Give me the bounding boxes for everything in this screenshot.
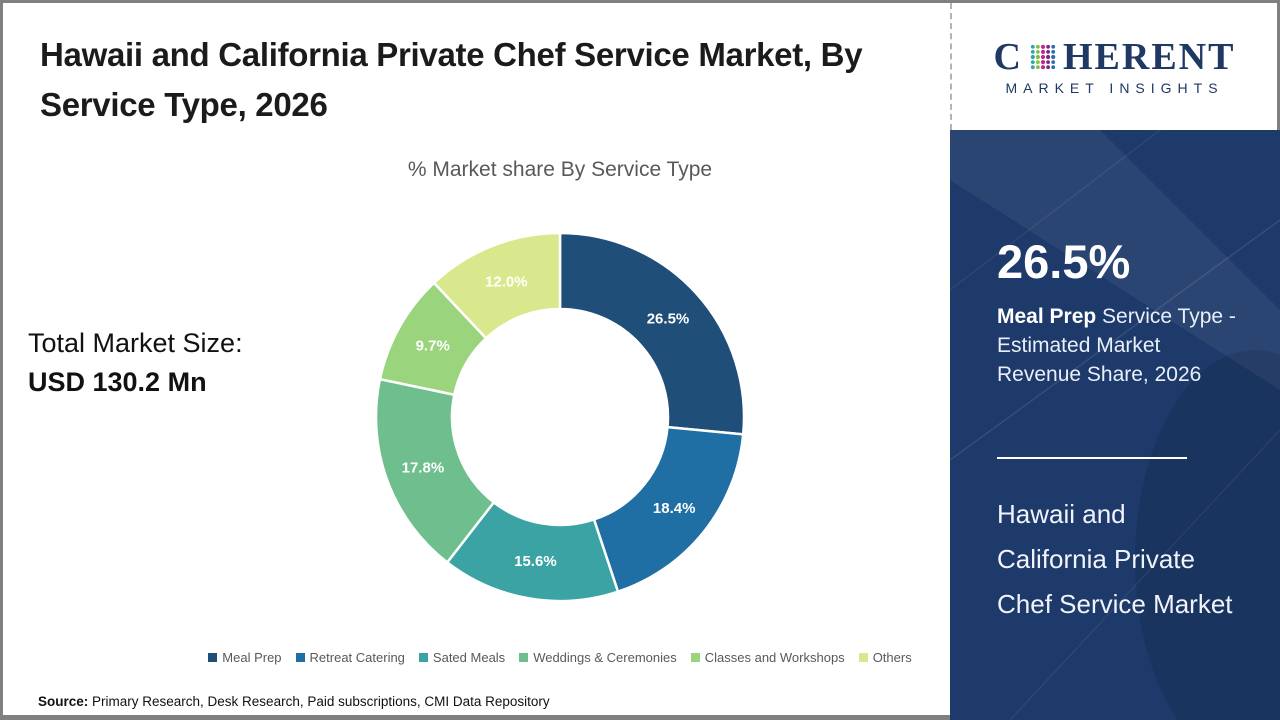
frame-border-left xyxy=(0,0,3,720)
legend-swatch-icon xyxy=(858,653,868,662)
legend-label: Sated Meals xyxy=(432,650,506,665)
legend-label: Classes and Workshops xyxy=(704,650,845,665)
callout-value: 26.5% xyxy=(997,235,1131,288)
frame-border-top xyxy=(0,0,1280,3)
donut-segment-meal-prep xyxy=(558,231,746,436)
callout-highlight: Meal Prep xyxy=(997,305,1097,328)
legend-swatch-icon xyxy=(295,653,305,662)
globe-dots-icon xyxy=(1030,44,1056,69)
slice-label-retreat-catering: 18.4% xyxy=(653,500,696,517)
legend-item-sated-meals: Sated Meals xyxy=(418,650,506,665)
legend-item-weddings-ceremonies: Weddings & Ceremonies xyxy=(519,650,677,665)
sidebar-divider xyxy=(997,457,1187,459)
slice-label-sated-meals: 15.6% xyxy=(514,553,557,570)
frame-border-bottom xyxy=(0,715,950,720)
legend-swatch-icon xyxy=(519,653,529,662)
callout-rest: Service Type - Estimated Market Revenue … xyxy=(997,305,1236,386)
legend-label: Others xyxy=(872,650,912,665)
legend-swatch-icon xyxy=(690,653,700,662)
sidebar-panel: 26.5% Meal Prep Service Type - Estimated… xyxy=(950,130,1280,720)
legend-label: Meal Prep xyxy=(222,650,282,665)
world-map-texture xyxy=(950,130,1280,720)
total-market-value: USD 130.2 Mn xyxy=(28,367,207,397)
legend-item-meal-prep: Meal Prep xyxy=(208,650,282,665)
donut-segment-others xyxy=(432,231,562,340)
source-line: Source: Primary Research, Desk Research,… xyxy=(38,694,550,709)
slice-label-meal-prep: 26.5% xyxy=(647,311,690,328)
slice-label-weddings-ceremonies: 17.8% xyxy=(402,459,445,476)
total-market-size: Total Market Size: USD 130.2 Mn xyxy=(28,324,243,402)
source-label: Source: xyxy=(38,694,89,709)
legend-label: Retreat Catering xyxy=(309,650,405,665)
page-title: Hawaii and California Private Chef Servi… xyxy=(40,36,863,123)
logo-tagline: MARKET INSIGHTS xyxy=(1005,79,1224,96)
sidebar-market-title: Hawaii and California Private Chef Servi… xyxy=(997,499,1233,619)
frame-border-right xyxy=(1277,0,1280,130)
slice-label-others: 12.0% xyxy=(485,273,528,290)
legend-label: Weddings & Ceremonies xyxy=(533,650,677,665)
chart-legend: Meal Prep Retreat Catering Sated Meals Wedd… xyxy=(175,650,945,665)
donut-segment-weddings-ceremonies xyxy=(374,377,496,564)
coherent-logo: C HERENT xyxy=(994,38,1236,76)
logo-letters-rest: HERENT xyxy=(1062,35,1236,78)
chart-subtitle: % Market share By Service Type xyxy=(407,158,713,181)
legend-item-others: Others xyxy=(858,650,912,665)
donut-chart: 26.5% 18.4% 15.6% 17.8% 9.7% 12.0% xyxy=(374,231,746,603)
legend-item-classes-and-workshops: Classes and Workshops xyxy=(690,650,845,665)
total-market-label: Total Market Size: xyxy=(28,328,243,358)
logo-letter-c: C xyxy=(993,35,1023,78)
slice-label-classes-and-workshops: 9.7% xyxy=(416,338,450,355)
legend-swatch-icon xyxy=(418,653,428,662)
legend-swatch-icon xyxy=(208,653,218,662)
callout-text: Meal Prep Service Type - Estimated Marke… xyxy=(997,302,1249,389)
source-text: Primary Research, Desk Research, Paid su… xyxy=(88,694,550,709)
logo-panel: C HERENT MARKET INSIGHTS xyxy=(950,3,1277,130)
legend-item-retreat-catering: Retreat Catering xyxy=(295,650,405,665)
